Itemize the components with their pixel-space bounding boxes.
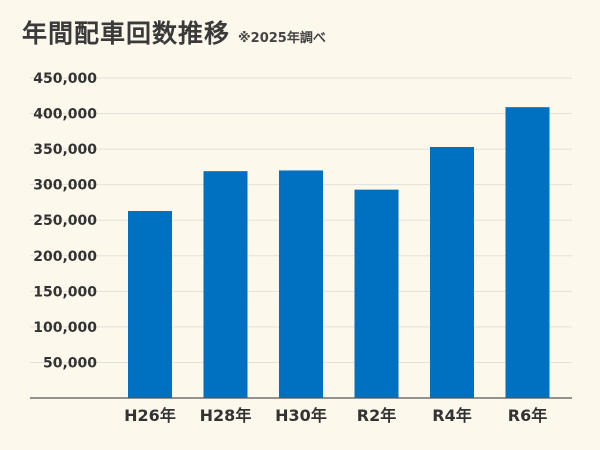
x-category-label: R4年	[432, 406, 471, 425]
bar	[128, 210, 172, 398]
x-category-label: H26年	[124, 406, 176, 425]
y-tick-label: 450,000	[33, 71, 97, 87]
y-tick-label: 150,000	[33, 284, 97, 300]
bar	[279, 170, 323, 398]
bar	[430, 146, 474, 398]
y-tick-label: 250,000	[33, 213, 97, 229]
chart-title: 年間配車回数推移	[22, 19, 231, 48]
chart-note: ※2025年調べ	[238, 31, 326, 46]
x-category-label: H30年	[275, 406, 327, 425]
bar	[354, 189, 399, 398]
chart-header: 年間配車回数推移 ※2025年調べ	[22, 14, 326, 54]
y-tick-label: 300,000	[33, 178, 97, 194]
y-tick-label: 400,000	[33, 107, 97, 123]
x-category-label: H28年	[200, 406, 252, 425]
y-tick-label: 50,000	[43, 355, 97, 371]
y-tick-label: 350,000	[33, 142, 97, 158]
y-tick-label: 200,000	[33, 249, 97, 265]
x-category-label: R6年	[508, 406, 547, 425]
x-category-label: R2年	[357, 406, 396, 425]
bar	[203, 171, 248, 398]
y-tick-label: 100,000	[33, 320, 97, 336]
bar	[505, 107, 550, 399]
